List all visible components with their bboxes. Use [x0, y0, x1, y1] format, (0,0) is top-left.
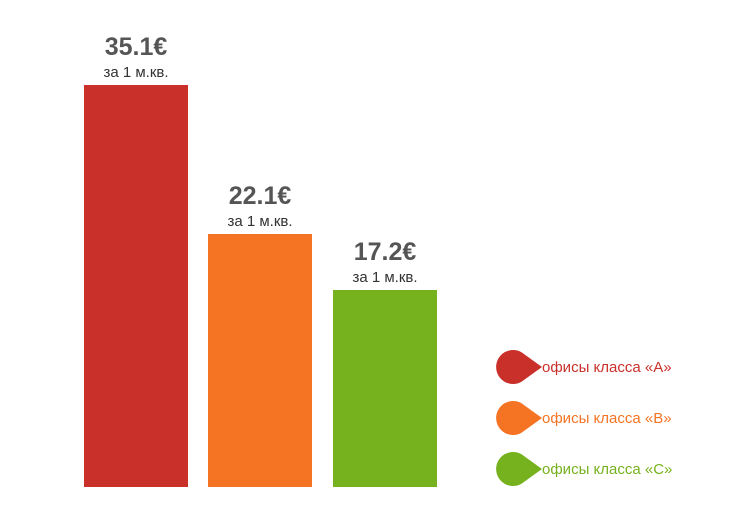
unit-label-1: за 1 м.кв. [103, 64, 168, 81]
legend-marker-icon [496, 452, 542, 486]
legend-item-1: офисы класса «A» [496, 350, 672, 384]
legend-label-3: офисы класса «C» [542, 461, 672, 478]
legend-marker-icon [496, 350, 542, 384]
unit-label-2: за 1 м.кв. [227, 213, 292, 230]
legend-item-2: офисы класса «B» [496, 401, 672, 435]
bars-group [84, 85, 437, 487]
legend-item-3: офисы класса «C» [496, 452, 672, 486]
bar-3 [333, 290, 437, 487]
legend-label-2: офисы класса «B» [542, 410, 672, 427]
value-label-2: 22.1€ [229, 182, 292, 210]
value-label-1: 35.1€ [105, 33, 168, 61]
bar-1 [84, 85, 188, 487]
value-label-3: 17.2€ [354, 238, 417, 266]
legend-label-1: офисы класса «A» [542, 359, 672, 376]
legend: офисы класса «A» офисы класса «B» офисы кл… [496, 350, 672, 486]
value-labels-group: 35.1€ за 1 м.кв. 22.1€ за 1 м.кв. 17.2€ за 1 … [103, 33, 417, 286]
legend-marker-icon [496, 401, 542, 435]
bar-2 [208, 233, 312, 487]
unit-label-3: за 1 м.кв. [352, 269, 417, 286]
